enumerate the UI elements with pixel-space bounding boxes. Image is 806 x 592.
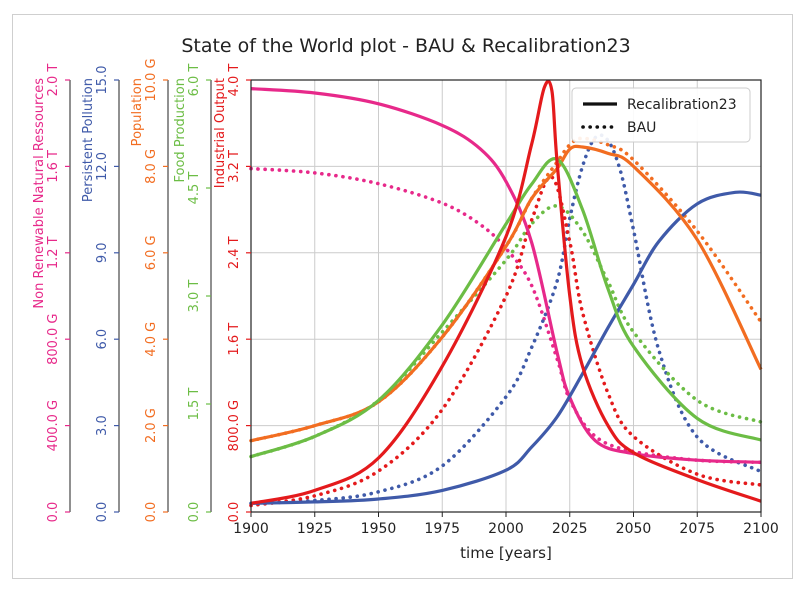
y-tick-label: 2.4 T: [227, 236, 242, 269]
series-food-solid: [250, 157, 762, 459]
y-tick-label: 8.0 G: [144, 149, 159, 184]
y-tick-label: 4.5 T: [187, 172, 202, 205]
x-axis: 1900 1925 1950 1975 2000 2025 2050 2075 2100: [233, 512, 779, 537]
y-tick-label: 1.5 T: [187, 388, 202, 421]
y-tick-label: 4.0 T: [227, 64, 242, 97]
series-io-solid: [250, 79, 762, 505]
y-tick-label: 800.0 G: [227, 400, 242, 451]
x-tick-label: 1900: [233, 521, 269, 537]
y-axis-label: Persistent Pollution: [81, 78, 96, 202]
series-pol-dotted: [249, 133, 763, 506]
y-tick-label: 10.0 G: [144, 58, 159, 101]
x-axis-label: time [years]: [460, 544, 552, 562]
y-axis-label: Non Renewable Natural Ressources: [32, 78, 47, 309]
x-tick-label: 1925: [297, 521, 333, 537]
x-tick-label: 2000: [488, 521, 524, 537]
x-tick-label: 1975: [424, 521, 460, 537]
legend: Recalibration23 BAU: [571, 87, 751, 143]
series-pol-solid: [250, 190, 762, 505]
y-tick-label: 800.0 G: [46, 313, 61, 364]
y-tick-label: 3.2 T: [227, 150, 242, 183]
y-tick-label: 1.6 T: [227, 323, 242, 356]
y-tick-label: 6.0 T: [187, 64, 202, 97]
series-io-dotted: [249, 175, 763, 508]
y-tick-label: 1.2 T: [46, 236, 61, 269]
x-tick-label: 2075: [679, 521, 715, 537]
y-tick-label: 2.0 G: [144, 408, 159, 443]
x-tick-label: 2025: [552, 521, 588, 537]
y-tick-label: 4.0 G: [144, 322, 159, 357]
chart-title: State of the World plot - BAU & Recalibr…: [181, 35, 630, 57]
x-tick-label: 2100: [743, 521, 779, 537]
y-tick-label: 6.0: [95, 329, 110, 350]
series-food-dotted: [249, 204, 763, 459]
y-tick-label: 0.0: [144, 502, 159, 523]
y-tick-label: 0.0: [187, 502, 202, 523]
y-tick-label: 9.0: [95, 242, 110, 263]
legend-label: Recalibration23: [627, 97, 737, 113]
series-lines: [249, 79, 763, 508]
y-tick-label: 12.0: [95, 152, 110, 181]
y-axis-label: Food Production: [173, 78, 188, 182]
y-tick-label: 2.0 T: [46, 64, 61, 97]
x-tick-label: 1950: [361, 521, 397, 537]
grid-lines: [250, 80, 762, 512]
y-tick-label: 0.0: [227, 502, 242, 523]
y-tick-label: 3.0 T: [187, 280, 202, 313]
x-tick-label: 2050: [616, 521, 652, 537]
y-tick-label: 0.0: [46, 502, 61, 523]
y-axis-label: Industrial Output: [213, 78, 228, 188]
y-axis-io: 0.0 800.0 G 1.6 T 2.4 T 3.2 T 4.0 TIndustrial…: [213, 64, 252, 523]
y-tick-label: 6.0 G: [144, 235, 159, 270]
y-tick-label: 1.6 T: [46, 150, 61, 183]
y-tick-label: 400.0 G: [46, 400, 61, 451]
y-tick-label: 3.0: [95, 415, 110, 436]
y-tick-label: 0.0: [95, 502, 110, 523]
legend-box: [571, 87, 751, 143]
y-axis-label: Population: [130, 78, 145, 146]
y-tick-label: 15.0: [95, 66, 110, 95]
legend-label: BAU: [627, 120, 656, 136]
